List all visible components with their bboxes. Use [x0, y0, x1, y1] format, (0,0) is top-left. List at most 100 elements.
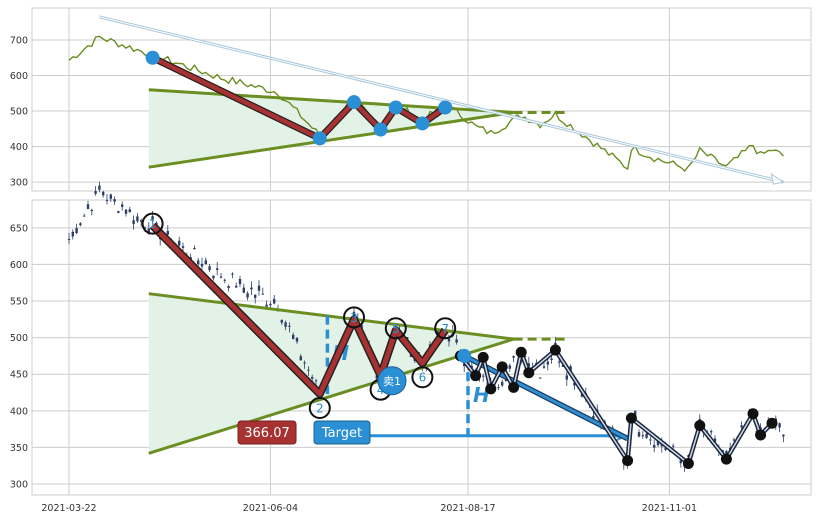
- candle-body: [637, 432, 641, 437]
- bottom-y-tick-label: 550: [10, 297, 28, 308]
- post-pattern-marker: [625, 412, 637, 424]
- candle-body: [208, 266, 211, 271]
- candle-body: [219, 276, 223, 278]
- candle-body: [634, 410, 637, 416]
- candle-body: [147, 228, 150, 233]
- candle-body: [778, 423, 781, 428]
- post-pattern-marker: [485, 383, 497, 395]
- candle-body: [565, 375, 568, 380]
- candle-body: [136, 216, 139, 222]
- pivot-label: 1: [149, 217, 157, 231]
- candle-body: [109, 194, 112, 199]
- candle-body: [482, 375, 485, 377]
- candle-body: [231, 273, 234, 275]
- candle-body: [539, 377, 542, 379]
- x-tick-label: 2021-06-04: [243, 503, 298, 514]
- candle-body: [102, 191, 105, 196]
- target-label-text: Target: [321, 426, 362, 441]
- candle-body: [227, 286, 230, 289]
- top-pivot-marker: [373, 122, 388, 137]
- candle-body: [140, 220, 143, 222]
- top-pivot-marker: [312, 131, 327, 146]
- candle-body: [238, 278, 242, 285]
- candle-body: [105, 199, 109, 201]
- candle-body: [288, 325, 291, 327]
- candle-body: [257, 285, 261, 291]
- post-pattern-marker: [694, 419, 706, 431]
- candle-body: [295, 337, 299, 342]
- post-pattern-marker: [496, 361, 508, 373]
- candle-body: [121, 204, 124, 207]
- sell-marker-label: 卖1: [383, 375, 401, 388]
- pivot-circle: [141, 212, 164, 235]
- candle-body: [436, 330, 439, 336]
- pivot-circle: [308, 396, 331, 419]
- x-tick-label: 2021-11-01: [642, 503, 697, 514]
- post-pattern-marker: [477, 351, 489, 363]
- candle-body: [542, 366, 546, 368]
- candle-body: [740, 425, 743, 428]
- candle-body: [273, 298, 276, 304]
- candle-body: [124, 209, 128, 214]
- candle-body: [656, 441, 660, 446]
- candle-body: [645, 433, 648, 438]
- candle-body: [242, 287, 245, 293]
- candle-body: [143, 227, 147, 229]
- top-trend-arrowhead: [770, 173, 785, 185]
- candle-body: [508, 365, 511, 369]
- top-pivot-marker: [415, 116, 430, 131]
- candle-body: [561, 364, 565, 367]
- bottom-y-tick-label: 600: [10, 260, 28, 271]
- breakout-trend-line: [463, 354, 629, 440]
- top-y-tick-label: 300: [10, 178, 28, 189]
- candle-body: [725, 451, 728, 456]
- bottom-y-tick-label: 650: [10, 223, 28, 234]
- candle-body: [470, 365, 473, 368]
- bottom-y-tick-label: 350: [10, 443, 28, 454]
- top-y-tick-label: 500: [10, 107, 28, 118]
- top-pivot-marker: [388, 100, 403, 115]
- candle-body: [782, 434, 785, 437]
- target-label-box: Target: [313, 420, 371, 445]
- candle-body: [71, 231, 74, 237]
- candle-body: [113, 199, 116, 202]
- pivot-label: 4: [377, 383, 385, 397]
- target-label-bg: [313, 420, 371, 445]
- candle-body: [193, 247, 196, 250]
- top-y-tick-label: 400: [10, 142, 28, 153]
- candle-body: [67, 238, 71, 240]
- top-trend-arrow-core: [99, 16, 784, 183]
- bottom-triangle-upper-line: [148, 292, 514, 341]
- candle-body: [649, 439, 652, 441]
- candle-body: [455, 339, 458, 343]
- candle-body: [280, 320, 283, 323]
- post-pattern-marker: [515, 346, 527, 358]
- candle-body: [261, 293, 264, 295]
- candle-body: [546, 361, 549, 365]
- top-triangle-lower-line: [148, 110, 514, 169]
- pivot-circle: [384, 317, 407, 340]
- candle-body: [569, 366, 572, 372]
- candle-body: [732, 439, 736, 441]
- candle-body: [94, 191, 97, 194]
- candle-body: [128, 209, 131, 213]
- candle-body: [672, 445, 675, 447]
- top-pivot-marker: [438, 100, 453, 115]
- bottom-y-tick-label: 300: [10, 480, 28, 491]
- pivot-circle: [343, 306, 365, 329]
- candle-body: [527, 363, 530, 367]
- candle-body: [447, 338, 451, 342]
- candle-body: [284, 322, 287, 327]
- candle-body: [713, 438, 717, 442]
- candle-body: [352, 311, 356, 317]
- post-pattern-marker: [755, 429, 767, 441]
- breakout-marker: [457, 348, 472, 363]
- candle-body: [710, 431, 713, 433]
- candle-body: [98, 185, 101, 190]
- post-pattern-marker: [747, 408, 759, 420]
- candle-body: [512, 356, 515, 358]
- candle-body: [679, 459, 682, 464]
- candle-body: [664, 448, 667, 450]
